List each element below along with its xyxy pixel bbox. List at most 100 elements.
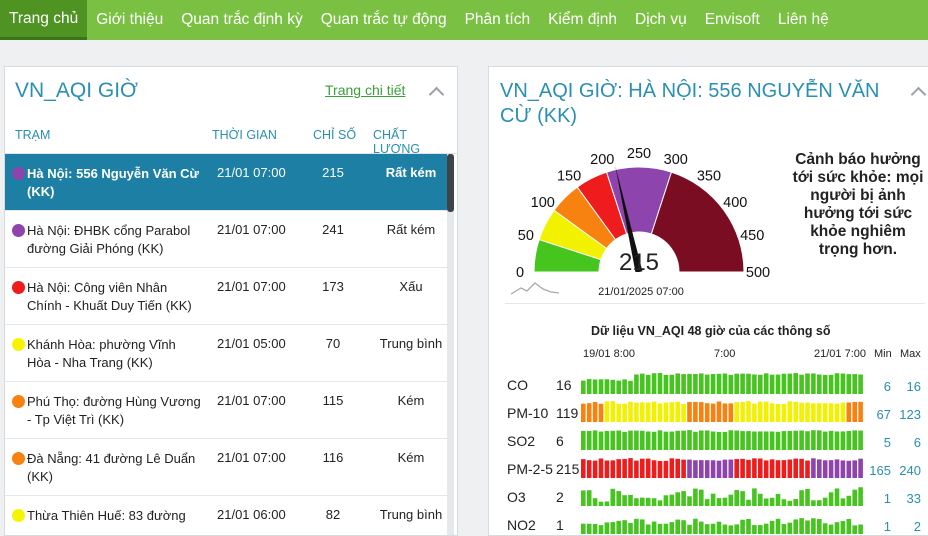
param-bar (734, 459, 739, 478)
nav-item-2[interactable]: Quan trắc định kỳ (181, 11, 303, 28)
column-header-quality[interactable]: CHẤT LƯỢNG (373, 128, 421, 156)
station-row[interactable]: Thừa Thiên Huế: 83 đường 21/01 06:00 82 Tru… (5, 496, 447, 535)
station-row[interactable]: Hà Nội: ĐHBK cổng Parabol đường Giải Phó… (5, 211, 447, 268)
param-bar (663, 523, 669, 534)
param-bar (586, 403, 592, 422)
station-row[interactable]: Khánh Hòa: phường Vĩnh Hòa - Nha Trang (… (5, 325, 447, 382)
param-bar (728, 430, 734, 450)
param-bar (775, 460, 781, 478)
station-index: 173 (322, 279, 344, 294)
param-bar (722, 431, 728, 450)
param-bar (858, 401, 863, 422)
param-bar (769, 459, 775, 478)
param-bar (669, 522, 675, 534)
param-bar (586, 490, 592, 506)
param-bar (687, 430, 692, 450)
nav-item-4[interactable]: Phân tích (464, 11, 531, 28)
param-bar (716, 498, 722, 506)
param-bar (716, 373, 722, 394)
param-bar (610, 460, 616, 478)
station-row[interactable]: Phú Thọ: đường Hùng Vương - Tp Việt Trì … (5, 382, 447, 439)
param-bar (793, 498, 798, 506)
param-bar (640, 402, 645, 422)
param-bar (586, 379, 592, 394)
column-header-time[interactable]: THỜI GIAN (212, 128, 277, 142)
collapse-chevron-icon[interactable] (910, 86, 927, 103)
param-bar (681, 403, 686, 422)
collapse-chevron-icon[interactable] (428, 86, 445, 103)
param-bar (610, 522, 616, 534)
station-quality: Trung bình (379, 336, 443, 351)
param-bar (734, 402, 739, 422)
param-bar (799, 458, 804, 478)
param-bar (787, 459, 793, 478)
param-bar (858, 458, 863, 478)
detail-link[interactable]: Trang chi tiết (325, 82, 406, 98)
station-time: 21/01 07:00 (217, 279, 286, 294)
param-bar (622, 495, 627, 506)
param-bar (734, 373, 739, 394)
param-bar (852, 489, 857, 506)
param-value: 119 (556, 405, 579, 421)
param-bar (834, 373, 840, 394)
param-bar (675, 458, 680, 478)
station-quality: Kém (397, 393, 425, 408)
param-sparkbars (581, 373, 863, 394)
param-bar (616, 520, 621, 534)
station-name: Hà Nội: ĐHBK cổng Parabol đường Giải Phó… (27, 223, 191, 256)
param-bar (693, 374, 698, 394)
param-bar (817, 430, 822, 450)
param-bar (846, 518, 852, 534)
param-bar (681, 459, 686, 478)
param-bar (746, 401, 751, 422)
param-bar (834, 522, 840, 534)
param-sparkbars (581, 458, 863, 478)
nav-item-6[interactable]: Dịch vụ (635, 11, 687, 28)
param-bar (657, 523, 663, 534)
nav-item-0[interactable]: Trang chủ (0, 0, 88, 40)
nav-item-8[interactable]: Liên hệ (777, 11, 829, 28)
param-bar (610, 488, 616, 506)
station-row[interactable]: Hà Nội: Công viên Nhân Chính - Khuất Duy… (5, 268, 447, 325)
param-bar (775, 374, 781, 394)
section-divider (505, 303, 925, 304)
nav-item-1[interactable]: Giới thiệu (96, 11, 164, 28)
column-header-index[interactable]: CHỈ SỐ (313, 128, 357, 142)
param-bar (604, 431, 610, 450)
param-bar (758, 525, 763, 534)
param-bar (811, 373, 816, 394)
nav-item-3[interactable]: Quan trắc tự động (320, 11, 447, 28)
nav-item-5[interactable]: Kiểm định (548, 11, 618, 28)
quality-dot (12, 509, 25, 522)
scrollbar-track[interactable] (447, 154, 454, 535)
param-max: 240 (899, 463, 921, 478)
param-bar (657, 430, 663, 450)
nav-item-7[interactable]: Envisoft (704, 11, 760, 28)
column-header-station[interactable]: TRẠM (15, 128, 51, 142)
param-bar (604, 501, 610, 506)
gauge-tick-label: 350 (697, 169, 721, 185)
param-sparkbars (581, 518, 863, 534)
station-row[interactable]: Đà Nẵng: 41 đường Lê Duẩn (KK) 21/01 07:0… (5, 439, 447, 496)
param-bar (681, 520, 686, 534)
param-bar (687, 524, 692, 534)
param-bar (722, 403, 728, 422)
param-bar (693, 431, 698, 450)
param-bar (669, 431, 675, 450)
param-bar (787, 373, 793, 394)
param-bar (675, 492, 680, 506)
min-column-label: Min (874, 348, 892, 360)
param-bar (752, 431, 757, 450)
param-bar (734, 524, 739, 534)
param-bar (634, 518, 639, 534)
param-bar (728, 459, 734, 478)
param-min: 1 (883, 519, 891, 534)
scrollbar-thumb[interactable] (447, 154, 454, 212)
gauge-needle (615, 165, 643, 273)
param-bar (628, 401, 633, 422)
param-bar (622, 403, 627, 422)
param-name: NO2 (507, 517, 536, 533)
station-row[interactable]: Hà Nội: 556 Nguyễn Văn Cừ (KK) 21/01 07:0… (5, 154, 447, 211)
aqi-station-detail-panel: VN_AQI GIỜ: HÀ NỘI: 556 NGUYỄN VĂN CỪ (K… (488, 66, 928, 536)
param-sparkbars (581, 430, 863, 450)
